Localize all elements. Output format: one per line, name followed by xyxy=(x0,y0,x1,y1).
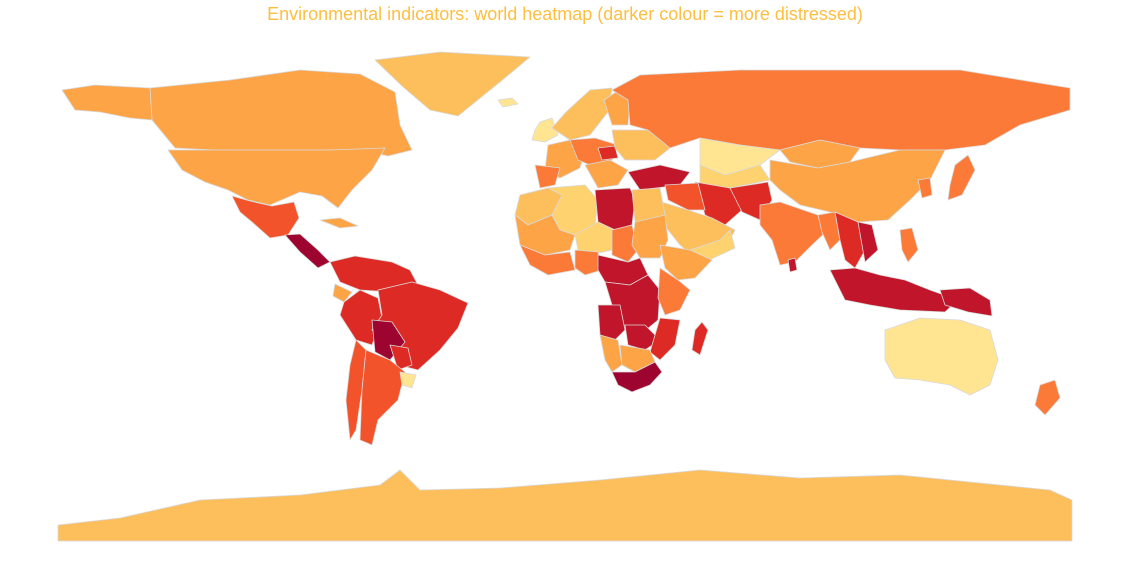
region-antarctica xyxy=(57,469,1073,542)
region-alaska xyxy=(61,84,153,121)
region-paraguay xyxy=(389,344,413,371)
region-uruguay xyxy=(399,371,417,389)
region-new-zealand xyxy=(1034,379,1061,416)
region-cuba xyxy=(319,217,359,229)
region-myanmar xyxy=(817,211,841,251)
region-south-africa xyxy=(611,361,663,393)
region-indonesia-malaysia xyxy=(829,267,959,313)
region-turkey xyxy=(627,164,691,191)
region-iberia xyxy=(534,164,561,189)
region-united-states xyxy=(167,147,386,209)
region-central-america xyxy=(284,233,331,269)
region-angola xyxy=(597,304,626,341)
region-sudan xyxy=(631,214,669,259)
region-australia xyxy=(884,317,999,396)
region-china xyxy=(769,149,946,223)
region-balkans xyxy=(584,159,629,189)
region-ethiopia-horn xyxy=(659,244,713,281)
region-japan xyxy=(947,154,976,201)
region-greenland xyxy=(374,51,531,117)
region-poland xyxy=(597,145,619,161)
region-korea xyxy=(917,177,933,199)
region-sri-lanka xyxy=(787,257,798,273)
region-nigeria xyxy=(574,249,603,276)
region-scandinavia xyxy=(551,87,613,141)
region-new-guinea xyxy=(939,287,993,317)
region-mozambique xyxy=(649,317,681,361)
region-iraq-syria xyxy=(664,182,706,211)
region-india xyxy=(759,201,829,266)
map-title: Environmental indicators: world heatmap … xyxy=(267,4,863,24)
region-chad xyxy=(611,224,639,263)
region-russia xyxy=(611,69,1071,151)
region-east-africa xyxy=(657,267,691,316)
region-mexico xyxy=(231,195,300,239)
region-canada xyxy=(149,69,413,157)
region-madagascar xyxy=(691,321,709,356)
region-iceland xyxy=(497,97,519,108)
region-united-kingdom-ireland xyxy=(531,117,559,143)
region-philippines xyxy=(899,227,919,263)
region-west-africa-coast xyxy=(519,244,576,276)
region-vietnam xyxy=(857,221,879,263)
region-namibia xyxy=(599,334,623,373)
region-argentina xyxy=(359,349,406,446)
regions-layer xyxy=(57,51,1073,542)
